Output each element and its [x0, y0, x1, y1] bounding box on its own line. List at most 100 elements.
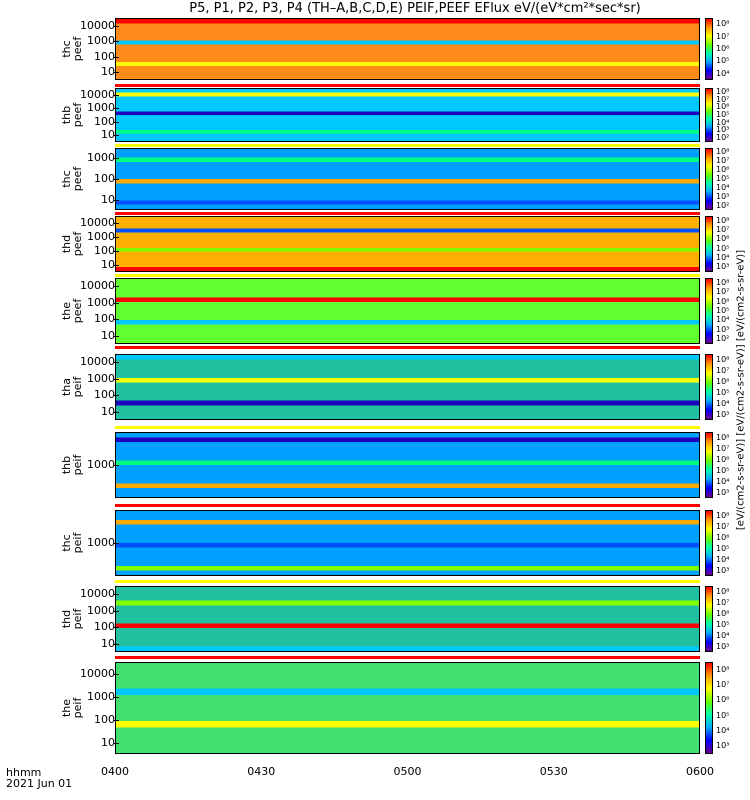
y-tick-label: 1000 [87, 371, 115, 385]
colorbar-tick-label: 10² [716, 200, 730, 210]
colorbar-tick-label: 10⁸ [716, 147, 730, 157]
panel-separator [115, 656, 700, 659]
colorbar [705, 510, 713, 576]
colorbar [705, 432, 713, 498]
panel-4: thd peef 10 100 1000 10000 [60, 216, 700, 272]
y-tick-mark [114, 543, 119, 544]
colorbar [705, 216, 713, 272]
y-tick-label: 1000 [87, 458, 115, 471]
panel-10: the peif 10 100 1000 10000 [60, 662, 700, 754]
y-tick-label: 1000 [87, 34, 115, 48]
y-tick-mark [114, 594, 119, 596]
y-tick-label: 1000 [87, 536, 115, 549]
colorbar-tick-label: 10⁷ [716, 287, 730, 297]
colorbar-tick-label: 10² [716, 133, 730, 143]
y-tick-label: 1000 [87, 603, 115, 617]
y-tick-label: 100 [94, 114, 115, 128]
y-tick-mark [114, 627, 119, 629]
y-tick-mark [114, 286, 119, 288]
y-tick-label: 100 [94, 244, 115, 257]
spectrogram [115, 510, 700, 576]
panel-separator [115, 426, 700, 429]
colorbar-tick-label: 10³ [716, 262, 730, 272]
colorbar-tick-label: 10⁸ [716, 586, 730, 596]
colorbar-tick-label: 10³ [716, 741, 730, 751]
colorbar-tick-label: 10⁶ [716, 102, 730, 112]
y-tick-mark [114, 179, 119, 180]
y-tick-mark [114, 25, 119, 27]
y-tick-mark [114, 72, 119, 74]
colorbar-tick-label: 10⁶ [716, 695, 730, 705]
colorbar [705, 88, 713, 142]
panel-separator [115, 346, 700, 349]
spectrogram [115, 216, 700, 272]
colorbar-tick-label: 10⁸ [716, 664, 730, 674]
y-tick-mark [114, 378, 119, 380]
colorbar-tick-label: 10⁸ [716, 277, 730, 287]
y-tick-label: 10000 [80, 279, 115, 293]
colorbar-tick-label: 10⁸ [716, 354, 730, 364]
x-axis-label: hhmm [6, 766, 42, 779]
y-tick-label: 10 [101, 636, 115, 650]
y-tick-label: 10 [101, 735, 115, 749]
x-tick-label: 0500 [393, 765, 422, 778]
panel-3: thc peef 10 100 1000 [60, 148, 700, 210]
panel-2: thb peef 10 100 1000 10000 [60, 88, 700, 142]
spectrogram [115, 278, 700, 344]
y-tick-label: 1000 [87, 689, 115, 703]
colorbar-tick-label: 10⁵ [716, 110, 730, 119]
y-tick-label: 10000 [80, 87, 115, 101]
colorbar-tick-label: 10⁵ [716, 387, 730, 397]
colorbar-tick-label: 10⁷ [716, 521, 730, 531]
colorbar-tick-label: 10⁴ [716, 630, 730, 640]
colorbar-tick-label: 10⁷ [716, 680, 730, 689]
y-tick-mark [114, 223, 119, 224]
colorbar-tick-label: 10⁷ [716, 156, 730, 166]
y-tick-mark [114, 643, 119, 645]
panel-ylabel: tha peif [60, 354, 84, 420]
colorbar-tick-label: 10⁵ [716, 243, 730, 253]
colorbar-tick-label: 10⁵ [716, 619, 730, 629]
chart-title: P5, P1, P2, P3, P4 (TH–A,B,C,D,E) PEIF,P… [189, 1, 641, 16]
y-tick-label: 10 [101, 65, 115, 79]
colorbar-tick-label: 10³ [716, 125, 730, 135]
colorbar-tick-label: 10⁶ [716, 608, 730, 618]
colorbar [705, 586, 713, 652]
panel-1: thc peef 10 100 1000 10000 [60, 18, 700, 80]
panel-separator [115, 212, 700, 215]
colorbar-tick-label: 10⁵ [716, 543, 730, 553]
colorbar-tick-label: 10⁸ [716, 86, 730, 96]
y-tick-mark [114, 56, 119, 58]
y-tick-label: 10 [101, 258, 115, 271]
y-tick-mark [114, 362, 119, 364]
colorbar-tick-label: 10⁴ [716, 315, 730, 325]
colorbar-tick-label: 10⁵ [716, 465, 730, 475]
colorbar-tick-label: 10³ [716, 641, 730, 651]
colorbar-tick-label: 10² [716, 334, 730, 344]
y-tick-mark [114, 395, 119, 397]
spectrogram [115, 662, 700, 754]
y-tick-mark [114, 411, 119, 413]
y-tick-mark [114, 719, 119, 721]
y-tick-mark [114, 319, 119, 321]
y-tick-mark [114, 673, 119, 675]
colorbar-tick-label: 10⁴ [716, 182, 730, 192]
colorbar [705, 18, 713, 80]
colorbar-tick-label: 10⁶ [716, 532, 730, 542]
y-tick-label: 10000 [80, 666, 115, 680]
colorbar-tick-label: 10⁵ [716, 174, 730, 183]
panel-ylabel: thd peif [60, 586, 84, 652]
colorbar-tick-label: 10⁶ [716, 165, 730, 175]
colorbar-tick-label: 10³ [716, 565, 730, 575]
x-tick-label: 0430 [247, 765, 276, 778]
y-tick-label: 10 [101, 192, 115, 206]
panel-separator [115, 84, 700, 87]
colorbar-tick-label: 10⁷ [716, 225, 730, 234]
y-tick-label: 1000 [87, 295, 115, 309]
spectrogram [115, 18, 700, 80]
colorbar-tick-label: 10⁶ [716, 44, 730, 53]
y-tick-label: 10000 [80, 216, 115, 229]
colorbar-tick-label: 10⁵ [716, 710, 730, 720]
colorbar-tick-label: 10⁷ [716, 365, 730, 375]
colorbar-tick-label: 10⁷ [716, 31, 730, 41]
